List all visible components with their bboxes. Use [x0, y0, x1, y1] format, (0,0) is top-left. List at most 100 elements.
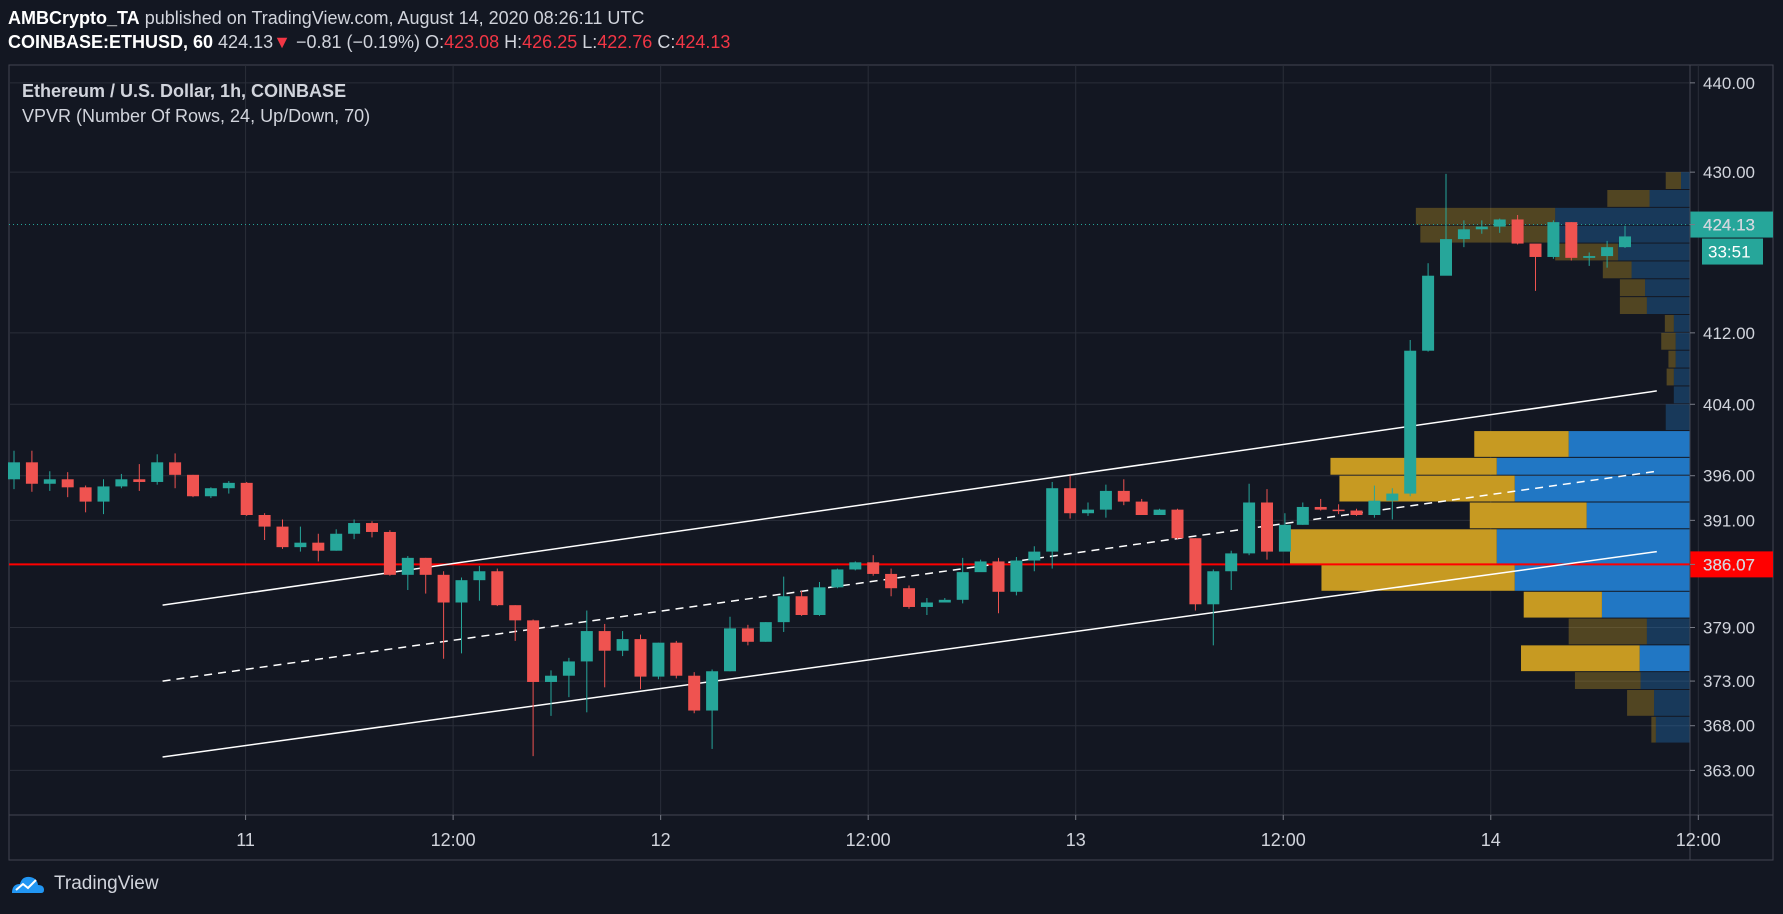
- candle-body: [169, 462, 182, 475]
- candle-body: [562, 661, 575, 676]
- candle-body: [1296, 506, 1309, 525]
- candle-body: [974, 561, 987, 573]
- candle-body: [204, 488, 217, 497]
- vp-down-bar: [1607, 190, 1650, 207]
- vp-up-bar: [1601, 591, 1690, 618]
- candle-body: [366, 523, 378, 532]
- vp-up-bar: [1665, 404, 1690, 431]
- x-tick-label: 12:00: [1261, 830, 1306, 850]
- candle-body: [1099, 490, 1112, 510]
- vp-up-bar: [1675, 350, 1690, 368]
- candle-body: [1457, 229, 1470, 240]
- candle-body: [1261, 502, 1273, 552]
- countdown-label: 33:51: [1708, 243, 1751, 262]
- y-tick-label: 440.00: [1703, 74, 1755, 93]
- y-tick-label: 363.00: [1703, 761, 1755, 780]
- candle-body: [903, 588, 915, 607]
- vp-up-bar: [1675, 332, 1690, 350]
- candle-body: [1243, 502, 1256, 554]
- close-value: 424.13: [675, 32, 731, 52]
- candle-body: [455, 580, 468, 603]
- candle-body: [795, 596, 808, 615]
- candle-body: [419, 557, 432, 575]
- candle-body: [1028, 551, 1041, 561]
- candle-body: [151, 462, 164, 482]
- candle-body: [276, 526, 289, 548]
- vp-up-bar: [1618, 243, 1690, 261]
- author-name[interactable]: AMBCrypto_TA: [8, 8, 140, 28]
- grid: [9, 65, 1699, 815]
- candle-body: [527, 620, 540, 682]
- candle-body: [545, 675, 557, 682]
- candle-body: [688, 675, 701, 711]
- x-tick-label: 13: [1066, 830, 1086, 850]
- vp-up-bar: [1514, 565, 1690, 591]
- candle-body: [312, 542, 325, 551]
- candle-body: [634, 639, 647, 677]
- vp-down-bar: [1619, 279, 1646, 297]
- candle-body: [383, 531, 396, 575]
- candle-body: [25, 462, 38, 484]
- vp-up-bar: [1555, 225, 1690, 243]
- vp-up-bar: [1639, 645, 1690, 672]
- candle-body: [1117, 490, 1130, 502]
- candle-body: [652, 642, 665, 677]
- open-value: 423.08: [444, 32, 500, 52]
- candle-body: [330, 533, 343, 551]
- candle-body: [1386, 493, 1399, 501]
- candle-body: [938, 599, 951, 603]
- channel-lower-line[interactable]: [162, 550, 1657, 758]
- vp-down-bar: [1415, 207, 1556, 225]
- legend-indicator[interactable]: VPVR (Number Of Rows, 24, Up/Down, 70): [22, 106, 370, 126]
- y-tick-label: 386.07: [1703, 555, 1755, 574]
- candle-body: [741, 628, 754, 642]
- vp-down-bar: [1619, 297, 1647, 314]
- candle-body: [187, 474, 199, 497]
- tradingview-logo-icon[interactable]: [10, 873, 46, 895]
- candle-body: [1565, 222, 1578, 258]
- vp-down-bar: [1521, 645, 1640, 672]
- candle-body: [831, 569, 844, 588]
- candle-body: [1493, 219, 1506, 227]
- vp-up-bar: [1555, 207, 1690, 225]
- candle-body: [258, 515, 271, 527]
- x-tick-label: 11: [236, 830, 255, 850]
- candle-body: [1547, 222, 1560, 257]
- candle-body: [473, 571, 486, 581]
- candle-body: [1529, 243, 1542, 257]
- candle-body: [437, 574, 450, 603]
- vp-up-bar: [1681, 172, 1690, 189]
- candle-body: [509, 605, 522, 621]
- vp-up-bar: [1586, 502, 1690, 529]
- vp-up-bar: [1673, 315, 1690, 332]
- vp-down-bar: [1661, 332, 1676, 350]
- y-tick-label: 424.13: [1703, 216, 1755, 235]
- price-axis[interactable]: 440.00 430.00 424.13 412.00 404.00 396.00 391.…: [1690, 74, 1755, 781]
- y-tick-label: 379.00: [1703, 619, 1755, 638]
- vp-up-bar: [1649, 190, 1690, 207]
- candle-body: [1278, 524, 1291, 552]
- candle-body: [1601, 247, 1614, 257]
- candle-body: [97, 486, 110, 502]
- countdown-box: [1702, 238, 1763, 265]
- vp-up-bar: [1673, 386, 1690, 404]
- candle-body: [1404, 350, 1417, 494]
- vp-up-bar: [1568, 431, 1690, 457]
- high-label: H:: [504, 32, 523, 52]
- candle-body: [1225, 553, 1238, 572]
- candle-body: [759, 622, 772, 642]
- published-info: published on TradingView.com, August 14,…: [144, 8, 645, 28]
- candle-body: [920, 602, 933, 607]
- symbol-label: COINBASE:ETHUSD, 60: [8, 32, 214, 52]
- footer-brand[interactable]: TradingView: [54, 873, 159, 894]
- candle-body: [1619, 236, 1631, 248]
- vp-up-bar: [1645, 279, 1690, 297]
- current-price-label: 424.13: [1703, 216, 1755, 235]
- candle-body: [867, 562, 880, 574]
- candle-body: [1332, 509, 1345, 512]
- vp-down-bar: [1469, 502, 1587, 529]
- candle-body: [1135, 501, 1148, 515]
- time-axis[interactable]: 11 12:00 12 12:00 13 12:00 14 12:00: [236, 815, 1721, 850]
- open-label: O:: [425, 32, 445, 52]
